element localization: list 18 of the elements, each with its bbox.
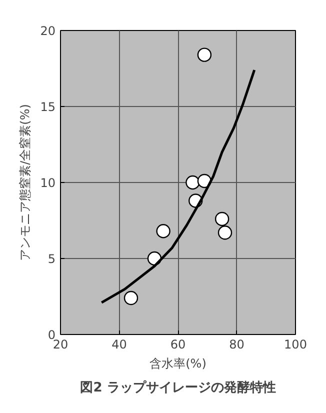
x-tick-label: 60 (170, 338, 186, 352)
x-axis-title: 含水率(%) (150, 356, 206, 370)
point (218, 226, 232, 240)
y-tick-label: 10 (40, 176, 56, 190)
point (124, 290, 138, 306)
y-tick-label: 15 (40, 100, 56, 114)
point (186, 175, 200, 190)
point (156, 224, 170, 238)
point (214, 212, 230, 226)
x-tick-label: 80 (229, 338, 244, 352)
y-axis-title: アンモニア態窒素/全窒素(%) (18, 104, 32, 261)
point (197, 48, 212, 62)
line-series (100, 68, 256, 304)
y-tick-label: 5 (48, 252, 56, 266)
x-tick-label: 40 (112, 338, 127, 352)
y-tick-label: 20 (40, 24, 56, 38)
x-tick-label: 100 (284, 338, 307, 352)
text: 図2 ラップサイレージの発酵特性 (80, 380, 276, 396)
